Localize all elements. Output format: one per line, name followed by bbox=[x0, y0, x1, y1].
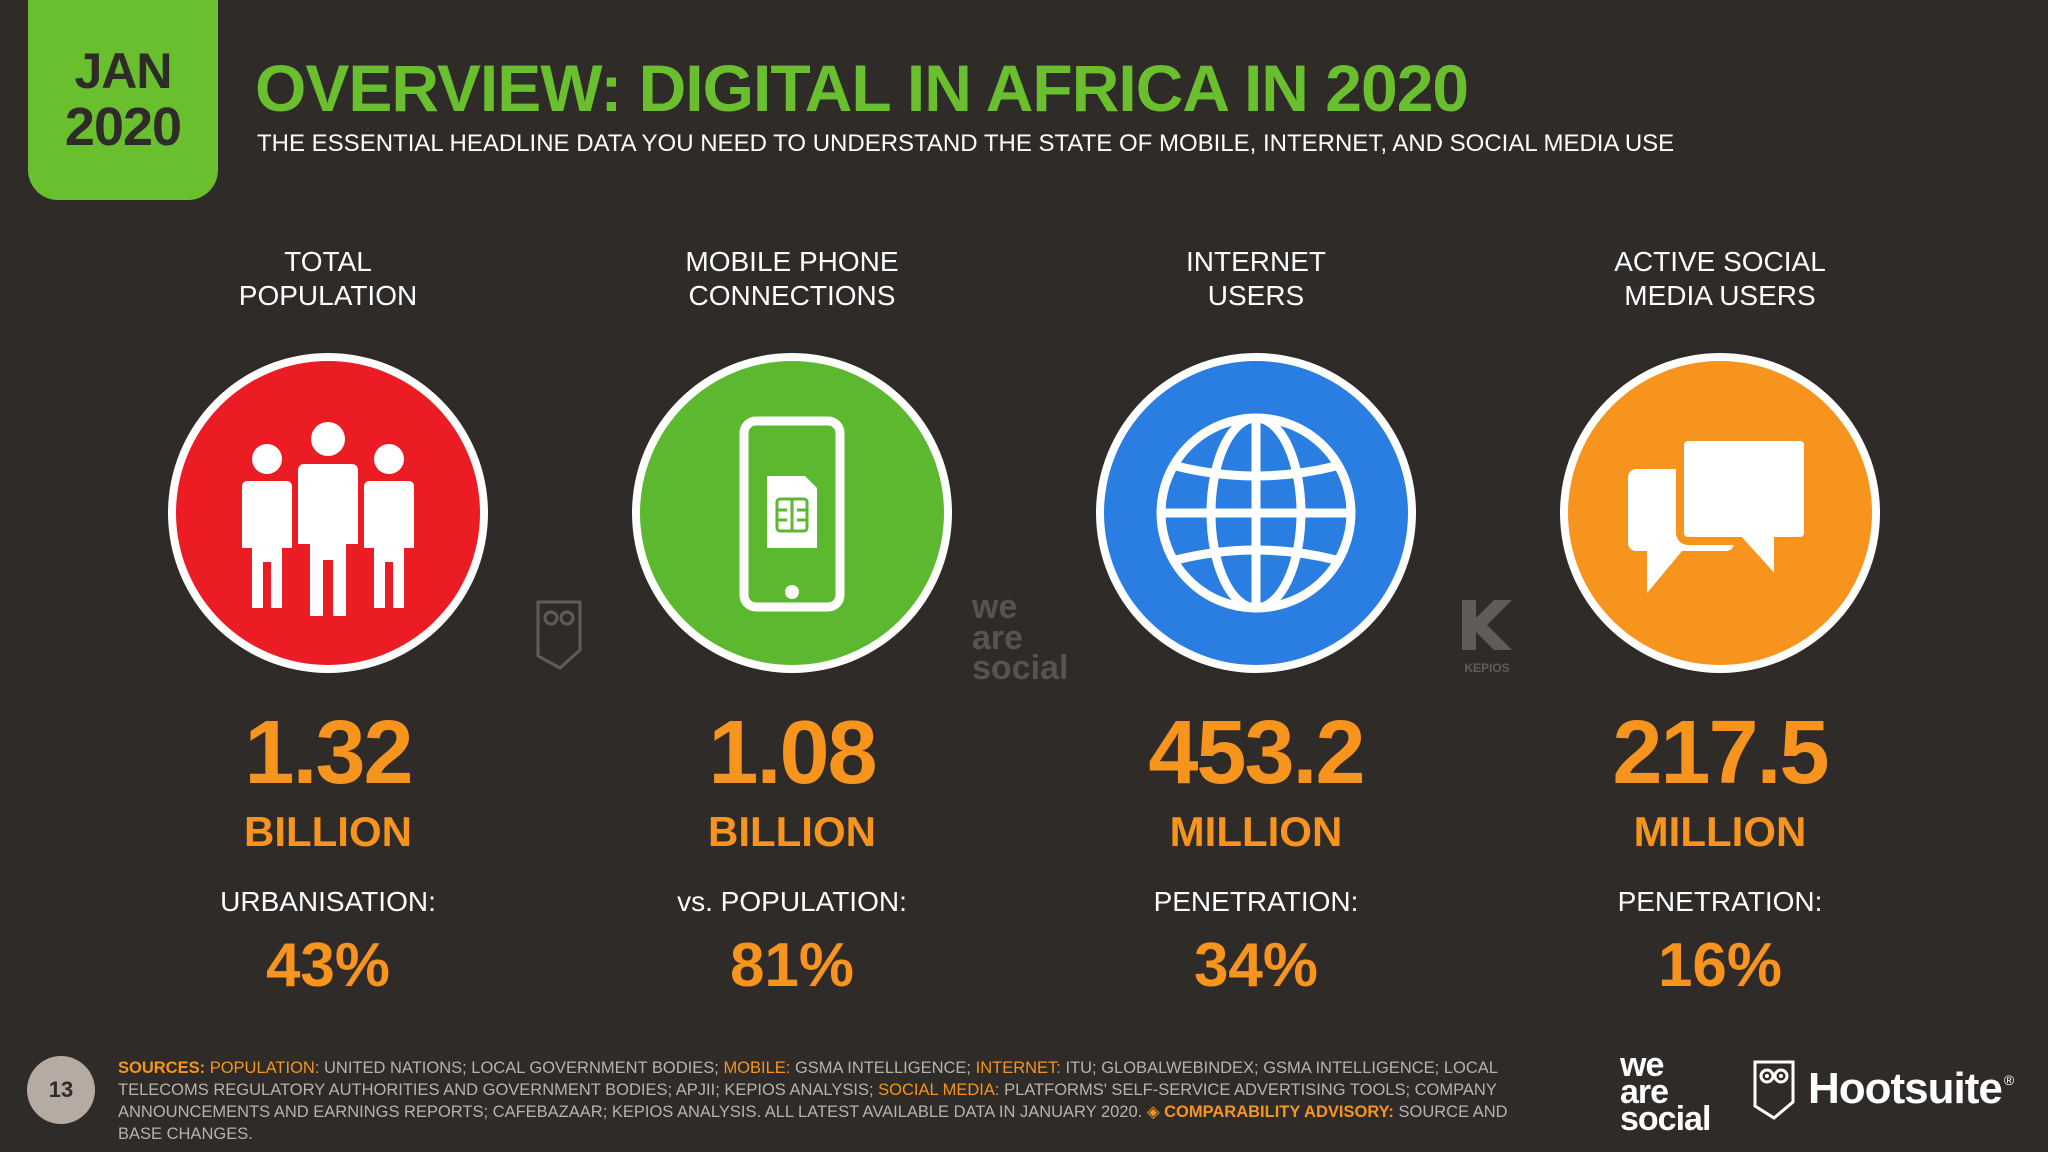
hootsuite-owl-icon bbox=[1753, 1060, 1795, 1120]
stat-sublabel: URBANISATION: bbox=[220, 886, 436, 917]
kepios-watermark: KEPIOS bbox=[1458, 596, 1516, 675]
stat-label: ACTIVE SOCIAL MEDIA USERS bbox=[1614, 246, 1826, 311]
stat-unit: MILLION bbox=[1169, 808, 1343, 855]
stat-value: 453.2 bbox=[1148, 703, 1365, 803]
date-month: JAN bbox=[74, 43, 172, 99]
sources-text: SOURCES: POPULATION: UNITED NATIONS; LOC… bbox=[118, 1059, 1508, 1143]
stat-value: 1.08 bbox=[708, 703, 877, 803]
stat-subvalue: 16% bbox=[1657, 931, 1783, 1000]
stat-label: MOBILE PHONE CONNECTIONS bbox=[685, 246, 899, 311]
hootsuite-logo: Hootsuite ® bbox=[1752, 1058, 2014, 1120]
stat-value: 217.5 bbox=[1612, 703, 1829, 803]
date-year: 2020 bbox=[64, 97, 182, 157]
stat-circle bbox=[1096, 353, 1416, 673]
we-are-social-logo: we are social bbox=[1620, 1046, 1711, 1138]
globe-icon bbox=[1104, 361, 1408, 665]
stat-sublabel: PENETRATION: bbox=[1153, 886, 1359, 917]
hootsuite-owl-watermark bbox=[534, 596, 584, 677]
mobile-phone-icon bbox=[640, 361, 944, 665]
stat-circle bbox=[168, 353, 488, 673]
page-number: 13 bbox=[27, 1056, 95, 1124]
registered-mark: ® bbox=[2003, 1072, 2015, 1088]
stat-value: 1.32 bbox=[244, 703, 413, 803]
stat-label: INTERNET USERS bbox=[1186, 246, 1326, 311]
date-badge: JAN 2020 bbox=[28, 0, 218, 200]
people-icon bbox=[176, 361, 480, 665]
stat-circle bbox=[632, 353, 952, 673]
stat-sublabel: PENETRATION: bbox=[1617, 886, 1823, 917]
hootsuite-wordmark: Hootsuite bbox=[1808, 1064, 2003, 1113]
stat-subvalue: 43% bbox=[265, 931, 391, 1000]
page-subtitle: THE ESSENTIAL HEADLINE DATA YOU NEED TO … bbox=[257, 130, 1675, 157]
stat-label: TOTAL POPULATION bbox=[238, 246, 418, 311]
stat-unit: BILLION bbox=[244, 808, 412, 855]
stat-circle bbox=[1560, 353, 1880, 673]
we-are-social-watermark: we are social bbox=[972, 588, 1069, 688]
page-title: OVERVIEW: DIGITAL IN AFRICA IN 2020 bbox=[255, 51, 1469, 125]
stat-subvalue: 34% bbox=[1193, 931, 1319, 1000]
stat-unit: BILLION bbox=[708, 808, 876, 855]
speech-bubbles-icon bbox=[1568, 361, 1872, 665]
stat-subvalue: 81% bbox=[729, 931, 855, 1000]
stat-unit: MILLION bbox=[1633, 808, 1807, 855]
stat-sublabel: vs. POPULATION: bbox=[677, 886, 907, 917]
